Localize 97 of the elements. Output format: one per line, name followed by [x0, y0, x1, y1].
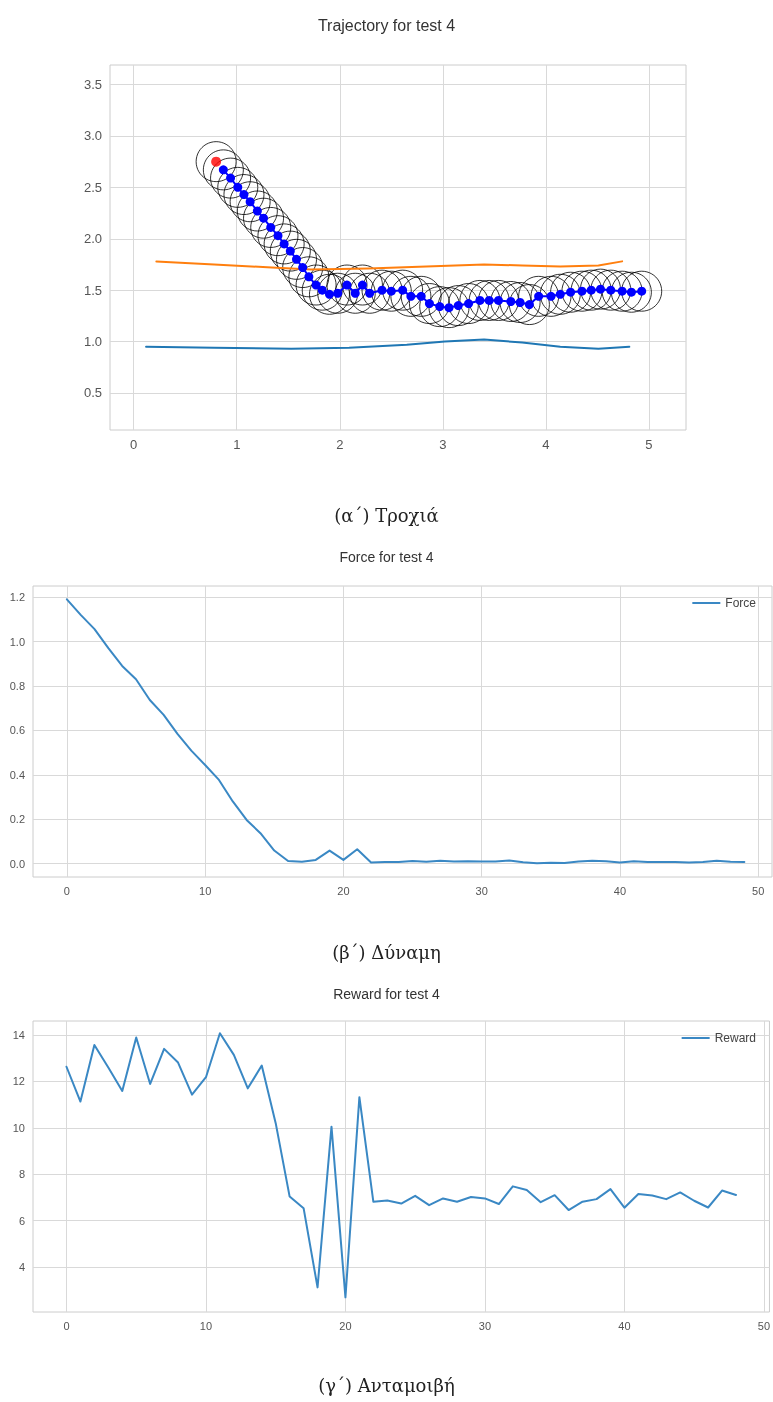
point: [546, 291, 556, 301]
point: [311, 280, 321, 290]
point: [406, 291, 416, 301]
point: [555, 289, 565, 299]
point: [493, 295, 503, 305]
point: [435, 302, 445, 312]
point: [266, 222, 276, 232]
x-tick-label: 50: [757, 1319, 771, 1332]
y-tick-label: 1.5: [83, 282, 102, 298]
point: [606, 285, 616, 295]
x-tick-label: 0: [63, 1319, 70, 1332]
y-tick-label: 0.4: [9, 768, 25, 781]
point: [239, 190, 249, 200]
x-tick-label: 0: [63, 884, 70, 897]
y-tick-label: 0.5: [83, 385, 102, 401]
x-tick-label: 0: [130, 437, 138, 452]
point: [595, 284, 605, 294]
x-tick-label: 20: [339, 1319, 352, 1332]
point: [259, 213, 269, 223]
point: [292, 254, 301, 264]
line-series: [145, 338, 631, 350]
point: [233, 182, 243, 192]
y-tick-label: 10: [12, 1121, 25, 1134]
point: [398, 285, 408, 295]
point: [453, 301, 463, 311]
x-tick-label: 3: [439, 437, 447, 452]
x-tick-label: 4: [542, 437, 550, 452]
x-tick-label: 30: [475, 884, 488, 897]
point: [365, 288, 375, 298]
x-tick-label: 20: [337, 884, 350, 897]
point: [464, 299, 474, 309]
point: [484, 295, 494, 305]
y-tick-label: 4: [18, 1261, 25, 1274]
point: [357, 280, 367, 290]
point: [252, 206, 262, 216]
y-tick-label: 0.6: [9, 724, 25, 737]
point: [617, 286, 627, 296]
point: [324, 289, 334, 299]
x-tick-label: 10: [199, 884, 212, 897]
chart-title: Reward for test 4: [333, 986, 441, 1002]
y-tick-label: 2.5: [83, 179, 102, 195]
y-tick-label: 0.0: [9, 857, 25, 870]
chart-title: Force for test 4: [339, 549, 434, 565]
y-tick-label: 3.0: [83, 128, 102, 144]
point: [637, 286, 647, 296]
x-tick-label: 40: [613, 884, 627, 897]
y-tick-label: 14: [12, 1028, 25, 1041]
point: [626, 287, 636, 297]
y-tick-label: 12: [12, 1075, 25, 1088]
text: (α΄) Τροχιά: [333, 505, 440, 526]
point: [245, 197, 255, 207]
text: (β΄) Δύναμη: [331, 942, 442, 963]
x-tick-label: 5: [645, 437, 653, 452]
point: [350, 288, 360, 298]
x-tick-label: 30: [478, 1319, 492, 1332]
x-tick-label: 40: [618, 1319, 631, 1332]
point: [506, 296, 516, 306]
x-tick-label: 1: [233, 437, 241, 452]
text: (γ΄) Ανταμοιβή: [317, 1375, 456, 1396]
point: [475, 295, 485, 305]
line-series: [155, 260, 624, 271]
point: [317, 285, 327, 295]
point: [304, 272, 314, 282]
point: [534, 291, 544, 301]
point: [226, 173, 236, 183]
y-tick-label: 1.0: [9, 635, 25, 648]
point: [524, 300, 534, 310]
point: [285, 246, 295, 256]
point: [416, 291, 426, 301]
y-tick-label: 1.2: [9, 591, 25, 604]
chart-title: Trajectory for test 4: [317, 16, 456, 34]
y-tick-label: 3.5: [83, 77, 102, 93]
point: [218, 165, 228, 175]
y-tick-label: 6: [18, 1214, 25, 1227]
point: [342, 280, 352, 290]
y-tick-label: 0.8: [9, 679, 25, 692]
point: [273, 231, 283, 241]
x-tick-label: 10: [199, 1319, 213, 1332]
y-tick-label: 1.0: [83, 334, 102, 350]
x-tick-label: 2: [336, 437, 344, 452]
y-tick-label: 8: [18, 1168, 25, 1181]
point: [386, 286, 396, 296]
point: [586, 285, 596, 295]
point: [515, 298, 525, 307]
x-tick-label: 50: [752, 884, 765, 897]
point: [279, 239, 289, 249]
y-tick-label: 2.0: [83, 231, 102, 247]
point: [577, 286, 587, 296]
point: [566, 287, 576, 297]
point: [424, 299, 434, 309]
legend-label: Reward: [714, 1031, 757, 1045]
point: [377, 285, 387, 295]
point: [333, 288, 343, 298]
y-tick-label: 0.2: [9, 813, 25, 826]
point: [444, 303, 454, 313]
point: [298, 263, 308, 273]
legend-label: Force: [725, 596, 757, 610]
